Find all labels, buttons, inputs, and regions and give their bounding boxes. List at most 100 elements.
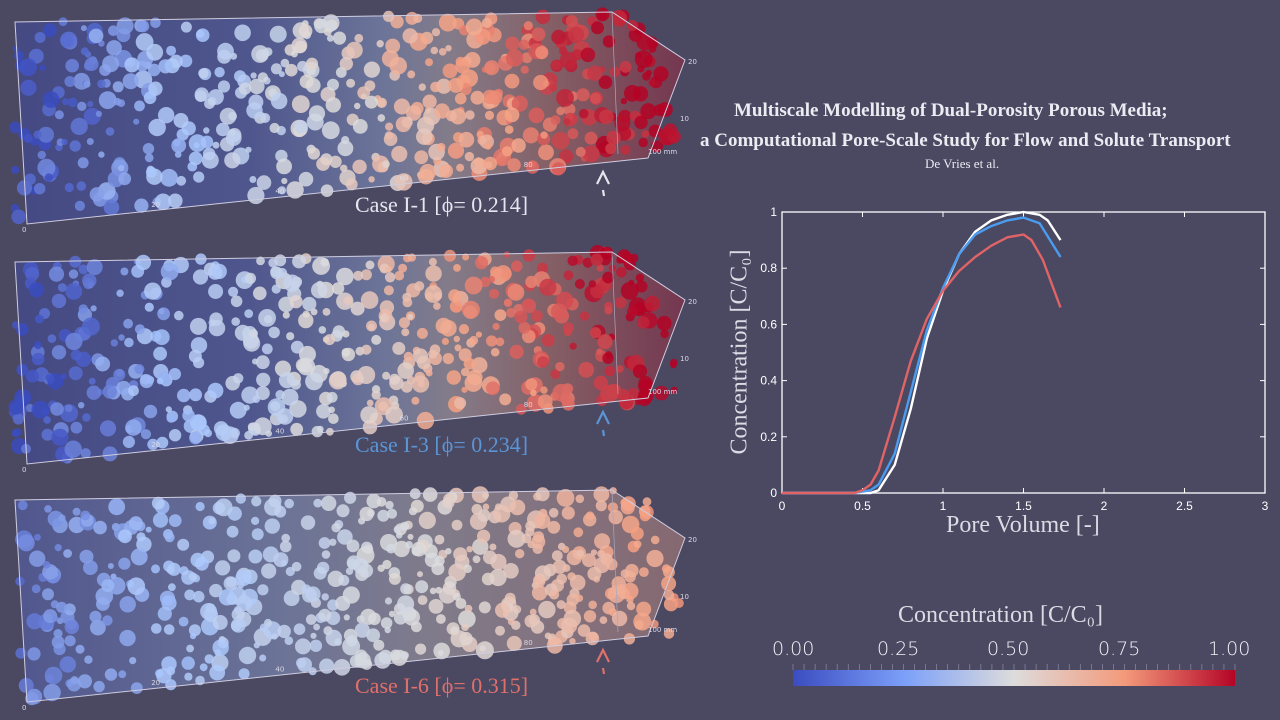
x-tick-label: 1 [940, 499, 947, 513]
grain [144, 153, 154, 163]
grain [460, 69, 479, 87]
grain [118, 172, 132, 186]
grain [385, 405, 403, 424]
grain [489, 288, 499, 299]
grain [60, 31, 78, 49]
y-tick-label: 0 [770, 486, 777, 500]
grain [486, 335, 498, 347]
grain [492, 322, 500, 331]
grain [441, 337, 449, 345]
grain [638, 137, 648, 148]
grain [559, 51, 577, 69]
grain [551, 29, 566, 45]
grain [435, 317, 452, 334]
grain [43, 683, 61, 702]
y-tick-label: 1 [770, 205, 777, 219]
grain [343, 296, 353, 306]
grain [225, 375, 240, 391]
box-edge [611, 11, 619, 155]
grain [422, 487, 438, 502]
grain [78, 264, 89, 275]
grain [256, 256, 265, 266]
grain [407, 313, 414, 320]
grain [509, 344, 524, 359]
grain [596, 264, 604, 272]
grain [319, 658, 335, 674]
grain [424, 285, 443, 303]
grain [620, 569, 630, 578]
grain [289, 295, 303, 309]
grain [323, 368, 330, 375]
grain [34, 183, 46, 195]
grain [292, 254, 307, 269]
grain [156, 436, 169, 449]
grain [102, 615, 113, 626]
grain [360, 269, 372, 281]
grain [201, 151, 219, 169]
grain [418, 168, 434, 185]
grain [34, 341, 42, 350]
grain [259, 654, 267, 662]
grain [195, 28, 210, 42]
grain [212, 141, 220, 149]
grain [574, 279, 585, 289]
grain [550, 115, 561, 125]
grain [577, 624, 591, 637]
grain [590, 253, 603, 266]
grain [204, 654, 214, 664]
grain [118, 165, 125, 172]
colorbar-tick-label: 0.25 [877, 638, 920, 660]
grain [86, 259, 103, 276]
grain [248, 78, 265, 95]
grain [77, 157, 89, 169]
grain [465, 110, 475, 120]
grain [584, 131, 598, 145]
grain [635, 273, 645, 282]
grain [505, 36, 520, 51]
grain [45, 373, 53, 382]
grain [230, 295, 243, 308]
grain [204, 98, 215, 109]
grain [477, 529, 491, 543]
grain [523, 21, 533, 31]
grain [538, 600, 556, 619]
grain [35, 314, 44, 324]
grain [562, 545, 570, 554]
grain [550, 369, 561, 380]
grain [436, 78, 452, 94]
grain [308, 105, 326, 122]
grain [616, 365, 624, 373]
grain [650, 535, 660, 545]
grain [326, 34, 334, 42]
grain [637, 391, 652, 407]
grain [229, 401, 247, 419]
grain [448, 563, 466, 582]
grain [57, 283, 67, 292]
grain [648, 124, 662, 138]
grain [230, 617, 246, 633]
grain [559, 46, 568, 56]
grain [53, 629, 63, 638]
grain [550, 59, 563, 72]
grain [575, 146, 586, 157]
bounding-box [14, 489, 686, 703]
grain [271, 284, 281, 294]
grain [388, 610, 396, 618]
grain [336, 504, 350, 518]
grain [76, 181, 87, 191]
grain [531, 534, 546, 549]
grain [146, 165, 155, 174]
grain [153, 329, 170, 346]
grain [152, 512, 169, 528]
grain [337, 529, 353, 545]
grain [549, 589, 560, 600]
grain [278, 71, 285, 78]
grain [522, 249, 536, 262]
grain [177, 388, 191, 403]
grain [328, 413, 339, 425]
length-tick-label: 60 [400, 174, 409, 182]
grain [335, 595, 351, 611]
grain [412, 375, 430, 393]
breakthrough-curve-chart: 0 0.5 1 1.5 2 2.5 3 0 0.2 0.4 0.6 0.8 1 [760, 205, 1268, 513]
grain [271, 633, 278, 640]
